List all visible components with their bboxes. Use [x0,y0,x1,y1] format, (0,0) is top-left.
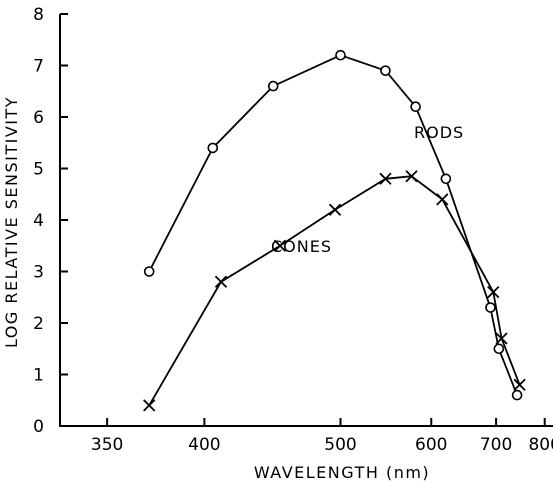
x-marker-stroke [487,285,500,299]
series-label-rods: RODS [414,123,464,142]
x-marker-stroke [143,399,156,412]
data-point-cones [143,399,156,412]
series-line-rods [148,54,518,396]
x-marker-stroke [495,332,508,345]
data-point-cones [379,172,392,185]
x-marker-stroke [328,203,342,216]
data-point-rods [440,173,452,185]
data-point-rods [380,65,391,76]
y-tick-label: 5 [33,160,44,180]
data-point-cones [495,332,508,345]
x-marker-stroke [214,275,228,288]
axes: 0 1 2 3 4 5 6 7 8 350 400 500 600 700 800 [33,5,553,455]
y-tick-label: 2 [33,314,44,334]
y-tick-label: 6 [33,108,44,128]
data-point-rods [485,302,496,313]
data-point-cones [328,203,342,216]
x-tick-label: 700 [480,435,512,455]
x-marker-stroke [405,170,418,183]
series-label-cones: CONES [271,237,332,256]
x-tick-label: 800 [528,435,553,455]
data-point-rods [335,49,346,61]
y-tick-label: 7 [33,57,44,77]
data-point-cones [513,378,526,391]
data-point-rods [207,142,219,154]
data-point-cones [405,170,418,183]
data-point-rods [267,80,279,92]
data-point-cones [273,239,287,252]
x-marker-stroke [273,239,287,252]
x-tick-label: 350 [91,435,123,455]
x-axis-title: WAVELENGTH (nm) [254,463,430,482]
data-point-rods [493,343,505,355]
x-tick-label: 600 [415,435,447,455]
y-axis-title: LOG RELATIVE SENSITIVITY [2,96,21,348]
series-cones [143,170,526,412]
data-point-cones [436,193,449,206]
x-marker-stroke [513,378,526,391]
x-tick-label: 400 [188,435,220,455]
x-marker-stroke [379,172,392,185]
series-rods [143,49,523,401]
y-tick-label: 4 [33,211,44,231]
data-point-rods [511,389,523,401]
y-tick-label: 0 [33,417,44,437]
x-marker-stroke [436,193,449,206]
data-point-rods [143,266,155,277]
series-line-cones [148,175,521,406]
data-point-cones [487,285,500,299]
data-point-cones [214,275,228,288]
series-layer [143,49,526,412]
x-tick-label: 500 [324,435,356,455]
y-tick-label: 1 [33,366,44,386]
data-point-rods [410,101,421,112]
y-tick-label: 8 [33,5,44,25]
y-tick-label: 3 [33,263,44,283]
